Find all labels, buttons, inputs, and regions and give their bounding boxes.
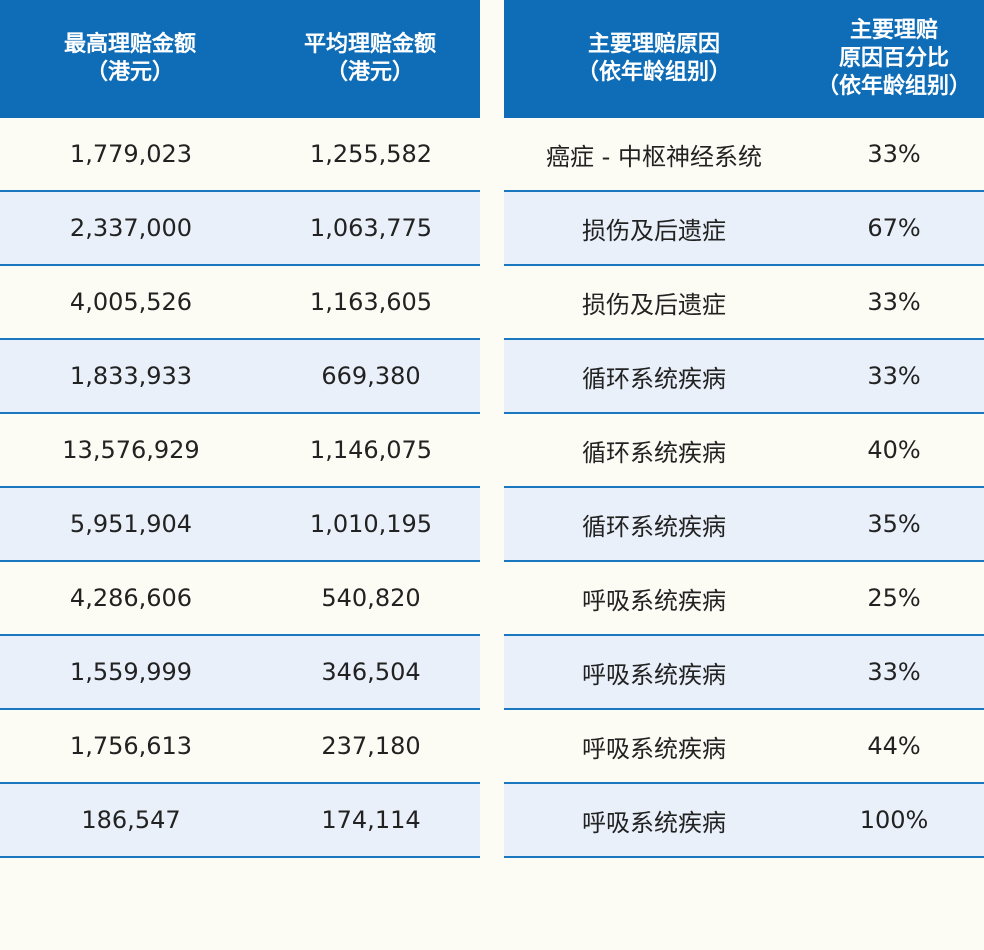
table-row: 4,286,606 540,820 [0,562,480,636]
table-row: 1,559,999 346,504 [0,636,480,710]
claim-percentage-cell: 40% [867,436,921,464]
claim-percentage-cell: 33% [867,140,921,168]
claim-percentage-cell: 25% [867,584,921,612]
claim-cause-cell: 呼吸系统疾病 [582,660,726,689]
table-row: 循环系统疾病 33% [504,340,984,414]
claim-percentage-cell: 35% [867,510,921,538]
table-row: 呼吸系统疾病 25% [504,562,984,636]
max-claim-cell: 2,337,000 [69,214,193,242]
claim-cause-cell: 呼吸系统疾病 [582,734,726,763]
table-row: 呼吸系统疾病 100% [504,784,984,858]
table-row: 186,547 174,114 [0,784,480,858]
claim-percentage-cell: 33% [867,658,921,686]
header-max-claim-amount: 最高理赔金额 （港元） [63,32,196,85]
claim-cause-cell: 癌症 - 中枢神经系统 [546,142,762,171]
average-claim-cell: 1,255,582 [309,140,433,168]
average-claim-cell: 174,114 [321,806,421,834]
table-row: 13,576,929 1,146,075 [0,414,480,488]
table-row: 1,756,613 237,180 [0,710,480,784]
claim-cause-cell: 循环系统疾病 [582,438,726,467]
max-claim-cell: 4,005,526 [69,288,193,316]
average-claim-cell: 1,146,075 [309,436,433,464]
table-row: 呼吸系统疾病 33% [504,636,984,710]
table-row: 损伤及后遗症 67% [504,192,984,266]
max-claim-cell: 1,779,023 [69,140,193,168]
max-claim-cell: 4,286,606 [69,584,193,612]
header-average-claim-amount: 平均理赔金额 （港元） [303,32,436,85]
max-claim-cell: 186,547 [81,806,181,834]
header-main-claim-cause: 主要理赔原因 （依年龄组别） [576,32,731,85]
table-row: 2,337,000 1,063,775 [0,192,480,266]
header-main-claim-cause-percentage: 主要理赔 原因百分比 （依年龄组别） [816,18,971,99]
average-claim-cell: 540,820 [321,584,421,612]
average-claim-cell: 1,063,775 [309,214,433,242]
claim-percentage-cell: 67% [867,214,921,242]
claim-cause-cell: 损伤及后遗症 [582,216,726,245]
claim-cause-cell: 呼吸系统疾病 [582,808,726,837]
max-claim-cell: 13,576,929 [62,436,200,464]
claim-percentage-cell: 33% [867,288,921,316]
claim-cause-table-header: 主要理赔原因 （依年龄组别） 主要理赔 原因百分比 （依年龄组别） [504,0,984,118]
average-claim-cell: 1,163,605 [309,288,433,316]
claim-cause-cell: 损伤及后遗症 [582,290,726,319]
claim-cause-cell: 循环系统疾病 [582,512,726,541]
table-row: 5,951,904 1,010,195 [0,488,480,562]
average-claim-cell: 237,180 [321,732,421,760]
average-claim-cell: 669,380 [321,362,421,390]
max-claim-cell: 1,756,613 [69,732,193,760]
table-row: 1,833,933 669,380 [0,340,480,414]
max-claim-cell: 1,833,933 [69,362,193,390]
claim-amount-table-body: 1,779,023 1,255,582 2,337,000 1,063,775 … [0,118,480,858]
max-claim-cell: 1,559,999 [69,658,193,686]
claim-cause-cell: 循环系统疾病 [582,364,726,393]
claim-percentage-cell: 100% [859,806,929,834]
claim-cause-cell: 呼吸系统疾病 [582,586,726,615]
table-row: 损伤及后遗症 33% [504,266,984,340]
table-row: 癌症 - 中枢神经系统 33% [504,118,984,192]
max-claim-cell: 5,951,904 [69,510,193,538]
table-row: 循环系统疾病 35% [504,488,984,562]
claim-amount-table-header: 最高理赔金额 （港元） 平均理赔金额 （港元） [0,0,480,118]
table-row: 1,779,023 1,255,582 [0,118,480,192]
average-claim-cell: 346,504 [321,658,421,686]
claim-amount-table: 最高理赔金额 （港元） 平均理赔金额 （港元） 1,779,023 1,255,… [0,0,480,858]
table-row: 呼吸系统疾病 44% [504,710,984,784]
table-row: 循环系统疾病 40% [504,414,984,488]
claim-percentage-cell: 33% [867,362,921,390]
average-claim-cell: 1,010,195 [309,510,433,538]
claim-cause-table-body: 癌症 - 中枢神经系统 33% 损伤及后遗症 67% 损伤及后遗症 33% 循环… [504,118,984,858]
table-row: 4,005,526 1,163,605 [0,266,480,340]
claim-percentage-cell: 44% [867,732,921,760]
claim-cause-table: 主要理赔原因 （依年龄组别） 主要理赔 原因百分比 （依年龄组别） 癌症 - 中… [504,0,984,858]
